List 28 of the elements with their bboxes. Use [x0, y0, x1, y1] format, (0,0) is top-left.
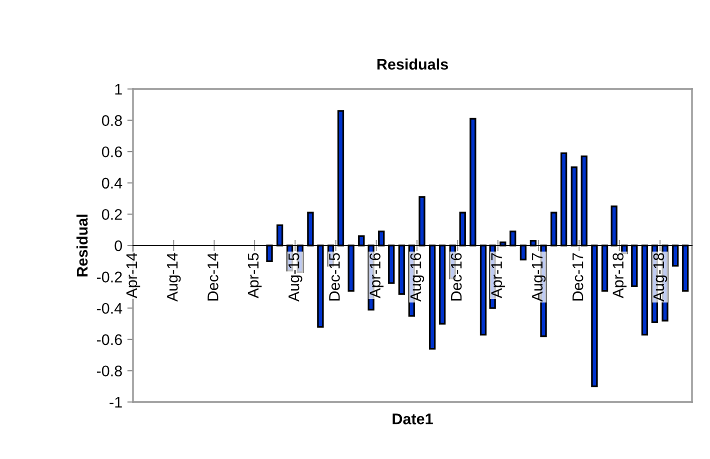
- x-axis-title: Date1: [392, 414, 433, 424]
- x-tick-label: Apr-17: [491, 253, 506, 298]
- y-tick-label: -0.6: [96, 334, 122, 346]
- y-tick-label: -1: [110, 397, 122, 408]
- x-tick-label: Dec-15: [329, 253, 340, 300]
- x-tick-label: Apr-16: [370, 253, 384, 298]
- y-tick-label: -0.8: [96, 366, 122, 376]
- x-tick-label: Apr-18: [612, 253, 627, 298]
- x-tick-label: Dec-17: [572, 253, 584, 300]
- y-tick-label: -0.4: [96, 302, 122, 314]
- y-tick-label: 0.8: [102, 115, 122, 126]
- chart-title: Residuals: [377, 58, 448, 70]
- x-tick-label: Aug-14: [167, 252, 181, 302]
- x-tick-label: Aug-17: [532, 253, 546, 302]
- y-tick-label: 0.4: [102, 178, 122, 189]
- y-tick-label: 0: [114, 240, 122, 252]
- y-tick-label: -0.2: [96, 272, 122, 282]
- y-tick-label: 0.2: [102, 209, 122, 220]
- x-tick-label: Aug-15: [288, 253, 302, 302]
- x-tick-label: Apr-15: [248, 253, 262, 298]
- x-tick-label: Aug-16: [410, 253, 424, 302]
- x-tick-label: Dec-16: [450, 253, 462, 300]
- y-tick-label: 0.6: [102, 146, 122, 158]
- x-tick-label: Apr-14: [126, 252, 140, 298]
- y-axis-title: Residual: [76, 214, 88, 276]
- x-tick-label: Aug-18: [653, 253, 668, 302]
- y-tick-label: 1: [115, 84, 122, 95]
- x-tick-label: Dec-14: [208, 252, 218, 300]
